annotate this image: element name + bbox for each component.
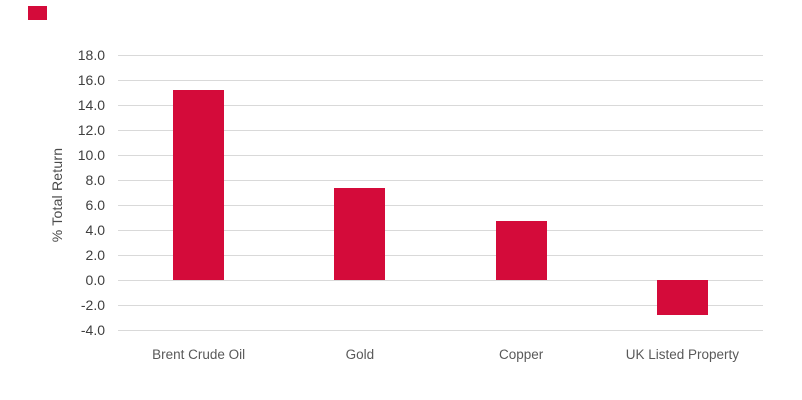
gridline — [118, 55, 763, 56]
y-tick-label: 12.0 — [77, 122, 105, 138]
y-tick-label: 4.0 — [85, 222, 105, 238]
bar-gold — [334, 187, 386, 280]
y-tick-label: 18.0 — [77, 47, 105, 63]
gridline — [118, 230, 763, 231]
y-tick-label: -4.0 — [80, 322, 105, 338]
brand-mark — [28, 6, 47, 20]
bar-brent-crude-oil — [173, 90, 225, 280]
gridline — [118, 330, 763, 331]
gridline — [118, 305, 763, 306]
y-tick-label: 8.0 — [85, 172, 105, 188]
x-category-label: UK Listed Property — [625, 347, 740, 362]
gridline — [118, 130, 763, 131]
gridline — [118, 155, 763, 156]
x-category-label: Brent Crude Oil — [152, 347, 246, 362]
y-tick-label: 14.0 — [77, 97, 105, 113]
gridline — [118, 80, 763, 81]
bar-uk-listed-property — [656, 280, 708, 315]
y-tick-label: 6.0 — [85, 197, 105, 213]
gridline — [118, 105, 763, 106]
x-category-label: Copper — [498, 347, 544, 362]
gridline — [118, 255, 763, 256]
y-tick-label: 2.0 — [85, 247, 105, 263]
gridline — [118, 205, 763, 206]
bar-copper — [495, 221, 547, 280]
y-tick-label: -2.0 — [80, 297, 105, 313]
y-tick-label: 10.0 — [77, 147, 105, 163]
gridline — [118, 280, 763, 281]
gridline — [118, 180, 763, 181]
y-tick-label: 16.0 — [77, 72, 105, 88]
x-category-label: Gold — [345, 347, 375, 362]
y-tick-label: 0.0 — [85, 272, 105, 288]
